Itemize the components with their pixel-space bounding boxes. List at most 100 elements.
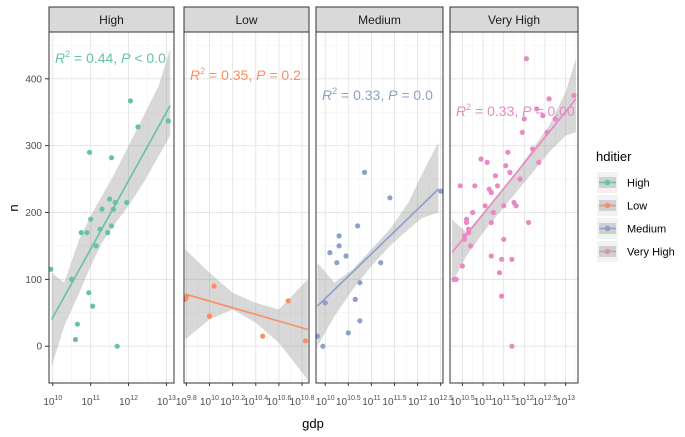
regression-line	[50, 105, 171, 320]
legend-label-high: High	[627, 178, 650, 190]
x-tick-label: 1010.4	[243, 395, 268, 408]
x-tick-label: 1010.5	[450, 395, 475, 408]
data-point	[499, 293, 505, 299]
data-point	[378, 260, 384, 266]
data-point	[107, 196, 113, 202]
annotation-wrap: R2 = 0.33, P = 0.00	[456, 102, 575, 119]
stat-annotation: R2 = 0.33, P = 0.0	[322, 86, 433, 103]
facet-strip-label: Low	[235, 13, 257, 27]
data-point	[453, 276, 459, 282]
data-point	[488, 189, 494, 196]
data-point	[463, 219, 470, 226]
data-point	[127, 98, 133, 104]
data-point	[334, 260, 340, 266]
data-point	[457, 183, 463, 189]
data-point	[97, 226, 103, 232]
confidence-band	[51, 48, 171, 367]
data-point	[88, 216, 94, 222]
data-point	[521, 116, 527, 122]
facet-strip	[315, 6, 444, 33]
data-point	[509, 343, 515, 349]
panel-grid	[316, 32, 443, 383]
facet-strip	[449, 6, 579, 33]
x-tick-label: 1010	[43, 395, 62, 408]
legend-point-swatch	[604, 179, 611, 186]
data-point	[90, 303, 96, 309]
x-axis-title: gdp	[302, 416, 324, 431]
regression-line	[316, 188, 439, 307]
data-point	[517, 176, 523, 182]
data-point	[108, 155, 115, 161]
x-tick-label: 1011	[81, 395, 99, 408]
x-tick-label: 1013	[157, 395, 176, 408]
data-point	[470, 209, 476, 216]
legend: hditier High Low Medium Very High	[596, 149, 675, 262]
facet-high: R2 = 0.44, P < 0.0 High 1010 1011 1012 1013	[43, 6, 176, 408]
x-tick-label: 1010.5	[336, 395, 361, 408]
x-tick-label: 1010.6	[267, 395, 292, 408]
data-point	[525, 219, 532, 226]
data-point	[505, 149, 511, 155]
data-point	[509, 256, 515, 262]
legend-label-medium: Medium	[627, 224, 666, 236]
confidence-band	[317, 142, 439, 347]
annotation-wrap: R2 = 0.44, P < 0.0	[55, 49, 166, 66]
data-point	[519, 129, 525, 135]
data-point	[357, 280, 363, 286]
facet-strip-label: Very High	[488, 13, 540, 27]
data-point	[285, 298, 291, 304]
data-point	[361, 169, 368, 175]
x-tick-label: 1012	[119, 395, 138, 408]
x-tick-label: 1011.5	[492, 395, 516, 408]
data-point	[327, 250, 333, 256]
data-point	[345, 330, 351, 336]
facet-strip	[48, 6, 175, 33]
data-point	[484, 159, 490, 165]
x-tick-label: 1011	[362, 395, 380, 408]
legend-point-swatch	[604, 225, 611, 232]
x-tick-label: 1013	[556, 395, 575, 408]
legend-label-very-high: Very High	[627, 247, 675, 259]
data-point	[488, 219, 494, 226]
data-point	[496, 270, 503, 276]
data-point	[99, 206, 105, 212]
y-tick-label-400: 400	[25, 74, 42, 85]
annotation-wrap: R2 = 0.33, P = 0.0	[322, 86, 433, 103]
y-tick-label-300: 300	[25, 141, 42, 152]
data-point	[488, 253, 494, 259]
data-point	[492, 173, 498, 179]
data-point	[69, 276, 75, 282]
data-point	[74, 321, 80, 327]
data-point	[523, 56, 530, 62]
stat-annotation: R2 = 0.33, P = 0.00	[456, 102, 575, 119]
x-tick-label: 109.8	[176, 395, 197, 408]
facet-strip-label: Medium	[358, 13, 401, 27]
legend-point-swatch	[604, 248, 611, 255]
data-point	[501, 203, 507, 209]
data-point	[135, 124, 141, 130]
data-point	[513, 203, 519, 209]
data-point	[86, 149, 93, 155]
data-point	[544, 129, 550, 135]
data-point	[355, 223, 361, 229]
data-point	[316, 333, 320, 339]
data-point	[571, 92, 577, 99]
data-point	[206, 313, 213, 319]
data-point	[108, 223, 115, 229]
data-point	[552, 116, 558, 122]
x-tick-label: 1012.5	[533, 395, 558, 408]
data-point	[184, 294, 189, 300]
data-point	[260, 333, 266, 339]
data-point	[112, 199, 118, 206]
data-point	[540, 113, 546, 119]
data-point	[320, 343, 326, 349]
data-point	[494, 183, 501, 189]
regression-line	[184, 293, 309, 331]
y-tick-label-100: 100	[25, 275, 42, 286]
data-point	[507, 169, 513, 175]
regression-line	[451, 98, 577, 254]
annotation-wrap: R2 = 0.35, P = 0.2	[190, 66, 301, 83]
